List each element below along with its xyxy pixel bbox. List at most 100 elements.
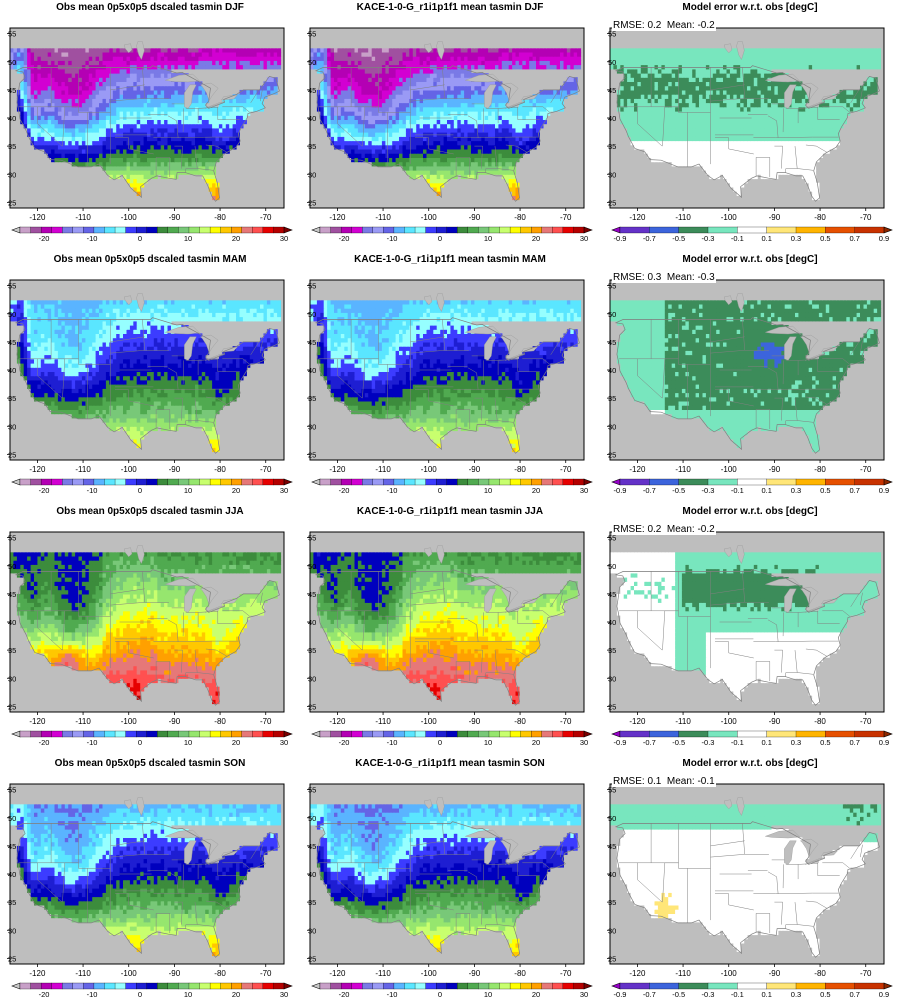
grid-cell [368,136,372,141]
grid-cell [723,170,727,175]
grid-cell [723,174,727,179]
grid-cell [502,115,506,120]
lat-tick-label: 50 [8,58,16,67]
grid-cell [154,166,158,171]
grid-cell [236,52,240,57]
grid-cell [161,48,165,53]
grid-cell [437,187,441,192]
grid-cell [243,98,247,103]
grid-cell [423,115,427,120]
grid-cell [457,103,461,108]
colorbar-bin [178,227,189,233]
grid-cell [174,153,178,158]
grid-cell [737,115,741,120]
grid-cell [737,136,741,141]
grid-cell [68,56,72,61]
grid-cell [337,115,341,120]
grid-cell [754,170,758,175]
grid-cell [409,44,413,49]
grid-cell [123,136,127,141]
grid-cell [478,81,482,86]
grid-cell [450,56,454,61]
lon-tick-label: -70 [560,213,572,222]
grid-cell [406,136,410,141]
grid-cell [82,73,86,78]
grid-cell [423,98,427,103]
grid-cell [457,132,461,137]
grid-cell [474,52,478,57]
grid-cell [778,136,782,141]
grid-cell [137,103,141,108]
grid-cell [399,141,403,146]
grid-cell [68,145,72,150]
grid-cell [505,56,509,61]
grid-cell [327,69,331,74]
grid-cell [174,52,178,57]
grid-cell [399,145,403,150]
grid-cell [454,52,458,57]
grid-cell [454,132,458,137]
grid-cell [389,119,393,124]
grid-cell [778,128,782,133]
grid-cell [192,103,196,108]
grid-cell [161,44,165,49]
grid-cell [341,119,345,124]
grid-cell [334,98,338,103]
grid-cell [536,132,540,137]
grid-cell [337,77,341,82]
grid-cell [161,60,165,65]
grid-cell [454,103,458,108]
grid-cell [413,128,417,133]
grid-cell [337,52,341,57]
grid-cell [409,73,413,78]
grid-cell [481,48,485,53]
grid-cell [368,124,372,129]
grid-cell [409,48,413,53]
grid-cell [502,48,506,53]
grid-cell [130,69,134,74]
grid-cell [454,157,458,162]
grid-cell [478,111,482,116]
grid-cell [430,128,434,133]
grid-cell [337,145,341,150]
grid-cell [403,60,407,65]
grid-cell [474,44,478,49]
grid-cell [389,86,393,91]
grid-cell [437,60,441,65]
grid-cell [243,103,247,108]
grid-cell [260,52,264,57]
grid-cell [68,48,72,53]
grid-cell [658,119,662,124]
grid-cell [205,141,209,146]
grid-cell [403,94,407,99]
grid-cell [406,98,410,103]
grid-cell [277,65,281,70]
grid-cell [123,162,127,167]
grid-cell [99,115,103,120]
colorbar-bin [552,227,563,233]
grid-cell [433,179,437,184]
grid-cell [805,153,809,158]
grid-cell [365,145,369,150]
grid-cell [454,115,458,120]
grid-cell [430,69,434,74]
grid-cell [205,170,209,175]
grid-cell [536,48,540,53]
grid-cell [82,98,86,103]
grid-cell [430,115,434,120]
grid-cell [409,136,413,141]
grid-cell [536,107,540,112]
grid-cell [130,166,134,171]
grid-cell [137,90,141,95]
grid-cell [536,111,540,116]
grid-cell [478,52,482,57]
grid-cell [123,69,127,74]
colorbar-bin [263,227,274,233]
grid-cell [337,128,341,133]
grid-cell [82,107,86,112]
grid-cell [154,141,158,146]
grid-cell [222,145,226,150]
grid-cell [505,115,509,120]
grid-cell [430,81,434,86]
grid-cell [192,157,196,162]
